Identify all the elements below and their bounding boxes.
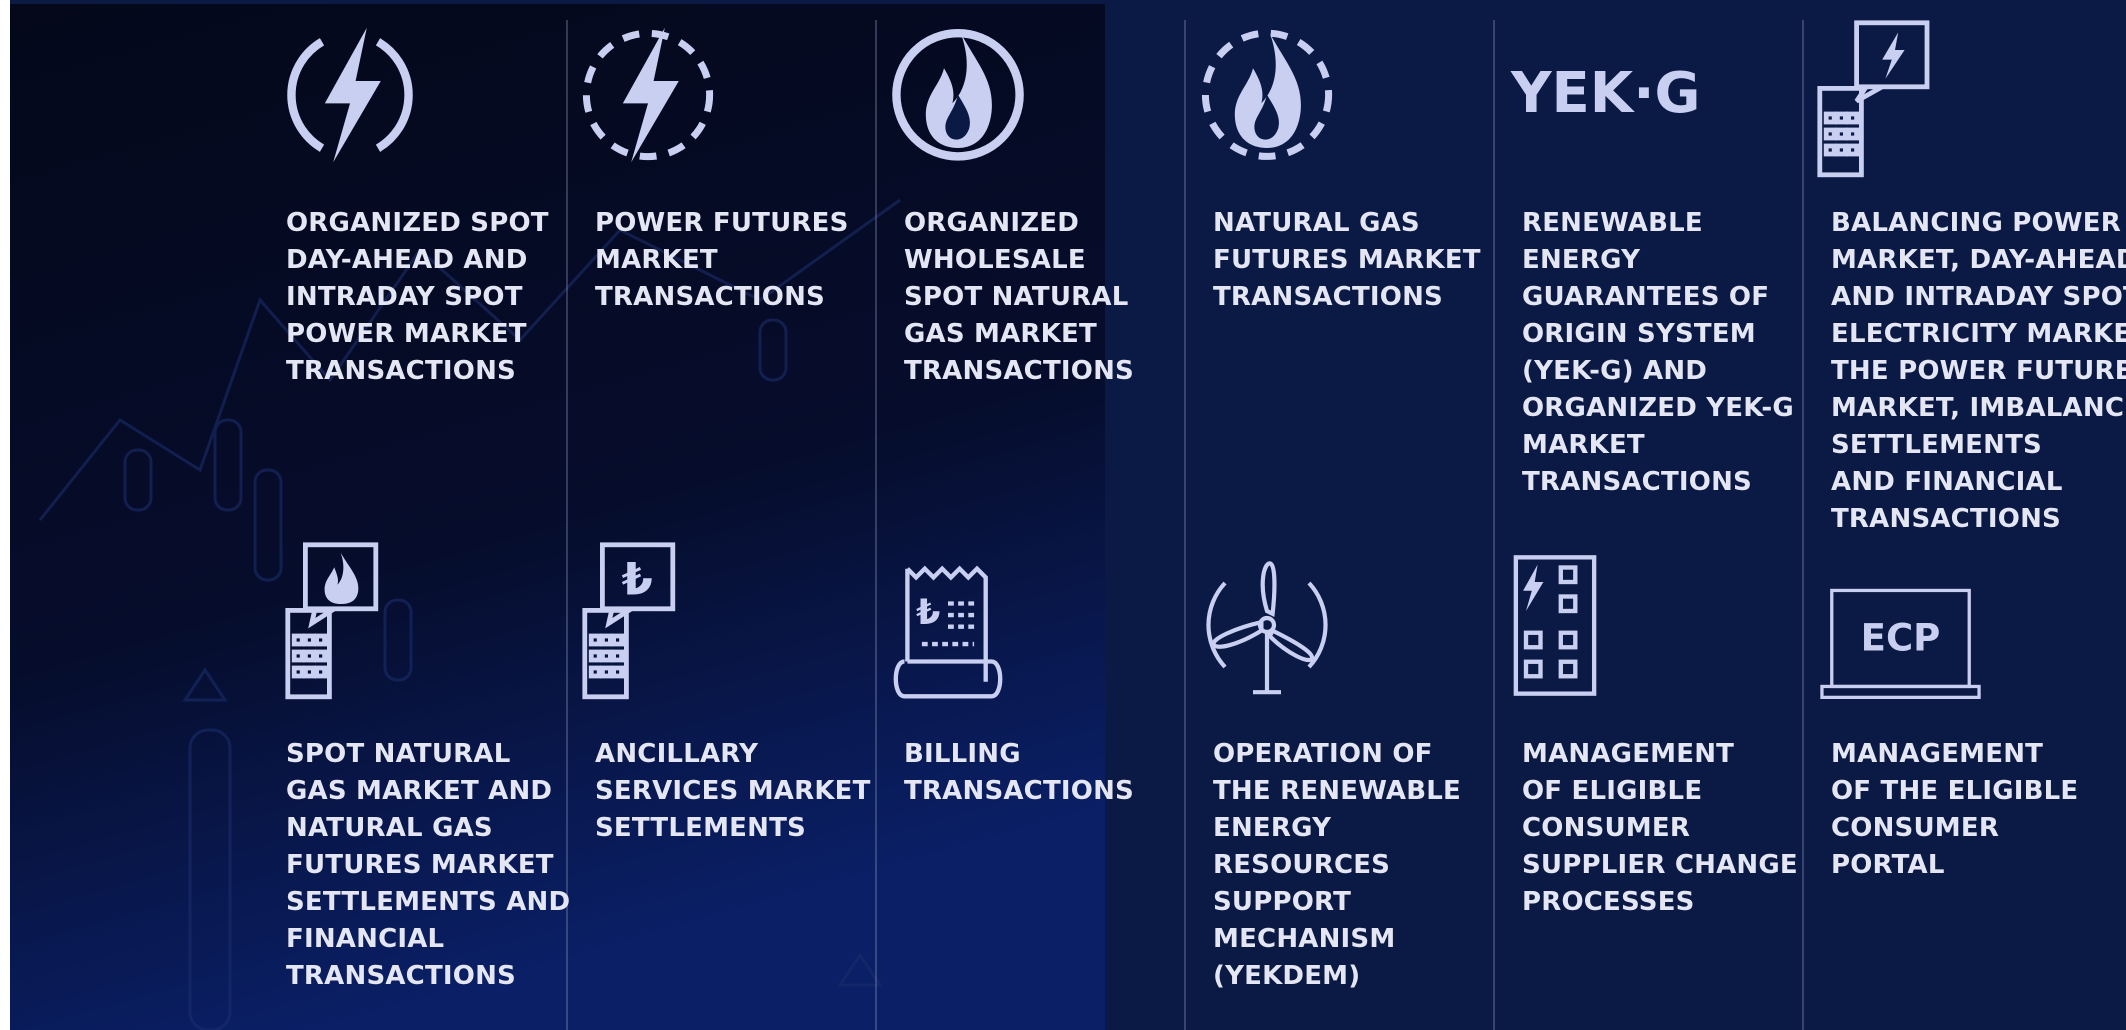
label-line: (YEK-G) AND [1522, 356, 1708, 386]
item-label: POWER FUTURES MARKET TRANSACTIONS [595, 205, 895, 316]
icon-gas-spot [892, 29, 1024, 161]
label-line: NATURAL GAS [286, 813, 493, 843]
label-line: OPERATION OF [1213, 739, 1433, 769]
label-line: SUPPORT [1213, 887, 1352, 917]
label-line: ELECTRICITY MARKET [1831, 319, 2126, 349]
item-label: ORGANIZED SPOT DAY-AHEAD AND INTRADAY SPOT… [286, 205, 586, 390]
label-line: MANAGEMENT [1831, 739, 2044, 769]
label-line: ENERGY [1213, 813, 1332, 843]
label-line: AND FINANCIAL [1831, 467, 2063, 497]
label-line: POWER FUTURES [595, 208, 849, 238]
label-line: FUTURES MARKET [1213, 245, 1481, 275]
lira-symbol: ₺ [622, 552, 653, 605]
item-label: MANAGEMENT OF ELIGIBLE CONSUMER SUPPLIER CH… [1522, 736, 1822, 921]
label-line: MANAGEMENT [1522, 739, 1735, 769]
item-label: SPOT NATURAL GAS MARKET AND NATURAL GAS FUT… [286, 736, 586, 995]
label-line: MARKET, IMBALANCE [1831, 393, 2126, 423]
label-line: MARKET [595, 245, 718, 275]
icon-billing: ₺ [893, 565, 1003, 699]
label-line: ORGANIZED SPOT [286, 208, 549, 238]
icon-turbine [1206, 561, 1328, 695]
label-line: TRANSACTIONS [286, 961, 516, 991]
label-line: (YEKDEM) [1213, 961, 1361, 991]
label-line: INTRADAY SPOT [286, 282, 523, 312]
label-line: MECHANISM [1213, 924, 1396, 954]
label-line: TRANSACTIONS [904, 776, 1134, 806]
item-label: MANAGEMENT OF THE ELIGIBLE CONSUMER PORTAL [1831, 736, 2126, 884]
separator [566, 20, 568, 1030]
item-label: ANCILLARY SERVICES MARKET SETTLEMENTS [595, 736, 895, 847]
label-line: OF ELIGIBLE [1522, 776, 1703, 806]
separator [1493, 20, 1495, 1030]
label-line: ENERGY [1522, 245, 1641, 275]
label-line: RESOURCES [1213, 850, 1391, 880]
item-label: NATURAL GAS FUTURES MARKET TRANSACTIONS [1213, 205, 1513, 316]
label-line: GAS MARKET [904, 319, 1097, 349]
label-line: TRANSACTIONS [1213, 282, 1443, 312]
lira-symbol: ₺ [916, 593, 940, 633]
label-line: ORGANIZED YEK-G [1522, 393, 1794, 423]
label-line: TRANSACTIONS [904, 356, 1134, 386]
label-line: GUARANTEES OF [1522, 282, 1770, 312]
separator [875, 20, 877, 1030]
icon-ancillary: ₺ [582, 542, 676, 700]
monitor-text: ECP [1861, 616, 1941, 659]
label-line: MARKET [1522, 430, 1645, 460]
label-line: NATURAL GAS [1213, 208, 1420, 238]
label-line: SETTLEMENTS [595, 813, 806, 843]
label-line: BALANCING POWER [1831, 208, 2121, 238]
icon-balancing [1817, 20, 1930, 178]
item-label: OPERATION OF THE RENEWABLE ENERGY RESOURCES… [1213, 736, 1513, 995]
label-line: SETTLEMENTS AND [286, 887, 571, 917]
label-line: OF THE ELIGIBLE [1831, 776, 2079, 806]
item-label: ORGANIZED WHOLESALE SPOT NATURAL GAS MARKET… [904, 205, 1204, 390]
icon-yekg-logo: YEK·G [1510, 61, 1700, 126]
separator [1184, 20, 1186, 1030]
icon-building [1513, 555, 1597, 696]
label-line: GAS MARKET AND [286, 776, 553, 806]
label-line: DAY-AHEAD AND [286, 245, 528, 275]
label-line: CONSUMER [1831, 813, 2000, 843]
separator [1802, 20, 1804, 1030]
icon-gas-futures [1201, 29, 1333, 160]
label-line: POWER MARKET [286, 319, 527, 349]
label-line: SETTLEMENTS [1831, 430, 2042, 460]
icon-power-spot [287, 27, 413, 163]
label-line: TRANSACTIONS [1831, 504, 2061, 534]
label-line: ORIGIN SYSTEM [1522, 319, 1756, 349]
label-line: TRANSACTIONS [1522, 467, 1752, 497]
label-line: RENEWABLE [1522, 208, 1703, 238]
label-line: SPOT NATURAL [286, 739, 511, 769]
label-line: ORGANIZED [904, 208, 1080, 238]
label-line: TRANSACTIONS [286, 356, 516, 386]
label-line: MARKET, DAY-AHEAD [1831, 245, 2126, 275]
label-line: ANCILLARY [595, 739, 759, 769]
item-label: BALANCING POWER MARKET, DAY-AHEAD AND INTR… [1831, 205, 2126, 538]
icon-power-futures [582, 27, 714, 163]
label-line: SERVICES MARKET [595, 776, 871, 806]
label-line: THE POWER FUTURES [1831, 356, 2126, 386]
icon-gas-settlements [285, 542, 379, 700]
logo-text: YEK·G [1510, 61, 1700, 126]
label-line: BILLING [904, 739, 1021, 769]
label-line: FUTURES MARKET [286, 850, 554, 880]
label-line: SPOT NATURAL [904, 282, 1129, 312]
label-line: TRANSACTIONS [595, 282, 825, 312]
item-label: RENEWABLE ENERGY GUARANTEES OF ORIGIN SYSTE… [1522, 205, 1822, 501]
label-line: CONSUMER [1522, 813, 1691, 843]
label-line: THE RENEWABLE [1213, 776, 1461, 806]
label-line: PORTAL [1831, 850, 1945, 880]
label-line: FINANCIAL [286, 924, 445, 954]
label-line: WHOLESALE [904, 245, 1086, 275]
item-label: BILLING TRANSACTIONS [904, 736, 1204, 810]
label-line: PROCESSES [1522, 887, 1695, 917]
label-line: AND INTRADAY SPOT [1831, 282, 2126, 312]
icon-ecp-monitor: ECP [1820, 588, 1981, 699]
label-line: SUPPLIER CHANGE [1522, 850, 1798, 880]
